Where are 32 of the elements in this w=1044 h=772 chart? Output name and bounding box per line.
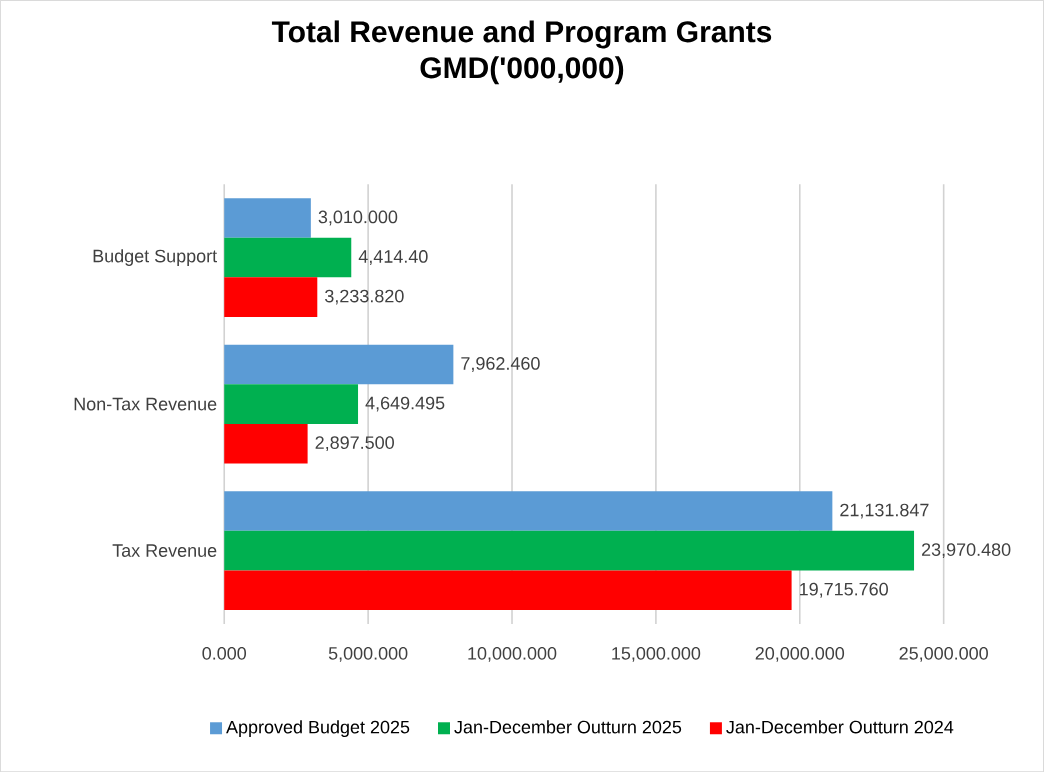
bar	[224, 384, 359, 424]
x-tick-label: 15,000.000	[612, 646, 701, 662]
bar	[224, 344, 454, 385]
data-label: 19,715.760	[800, 582, 888, 598]
y-tick-label: Tax Revenue	[112, 544, 217, 557]
data-label: 2,897.500	[315, 436, 394, 451]
legend-label: Jan-December Outturn 2024	[726, 720, 954, 734]
bar	[224, 277, 318, 317]
chart-title: Total Revenue and Program Grants	[271, 20, 772, 49]
y-tick-label: Non-Tax Revenue	[74, 397, 217, 411]
data-label: 21,131.847	[840, 503, 929, 519]
data-label: 3,010.000	[318, 210, 398, 226]
data-label: 23,970.480	[922, 543, 1011, 558]
bar	[224, 423, 308, 464]
x-tick-label: 5,000.000	[328, 646, 408, 662]
x-tick-label: 20,000.000	[755, 646, 845, 662]
bar	[224, 198, 311, 238]
data-label: 3,233.820	[325, 289, 404, 305]
legend-label: Approved Budget 2025	[226, 720, 410, 737]
bar	[224, 570, 792, 610]
x-tick-label: 0.000	[202, 646, 247, 660]
legend-label: Jan-December Outturn 2025	[454, 720, 682, 734]
bar	[224, 491, 833, 531]
bar	[224, 237, 352, 278]
y-tick-label: Budget Support	[93, 249, 217, 266]
data-label: 4,414.40	[358, 250, 428, 265]
data-label: 7,962.460	[461, 356, 540, 372]
data-label: 4,649.495	[365, 396, 445, 412]
x-tick-label: 25,000.000	[899, 646, 988, 662]
bar	[224, 530, 915, 571]
chart-subtitle: GMD('000,000)	[420, 56, 624, 85]
x-tick-label: 10,000.000	[468, 646, 557, 662]
